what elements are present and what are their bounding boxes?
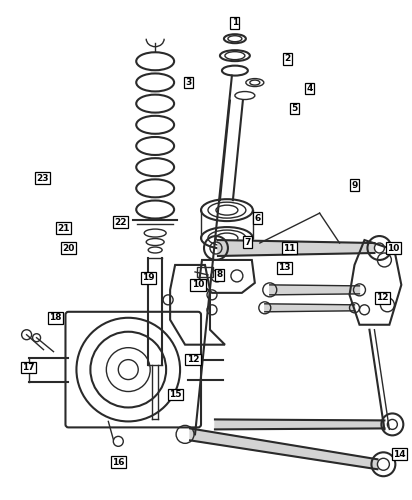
Text: 19: 19 xyxy=(142,274,154,282)
Text: 12: 12 xyxy=(187,355,199,364)
Text: 16: 16 xyxy=(112,458,124,467)
Text: 2: 2 xyxy=(285,54,291,63)
Text: 8: 8 xyxy=(217,270,223,280)
Polygon shape xyxy=(218,240,375,256)
Text: 18: 18 xyxy=(49,314,62,322)
Polygon shape xyxy=(265,304,354,312)
Text: 7: 7 xyxy=(245,238,251,246)
Text: 6: 6 xyxy=(255,214,261,222)
Text: 9: 9 xyxy=(351,180,358,190)
Text: 12: 12 xyxy=(376,294,389,302)
Text: 20: 20 xyxy=(62,244,75,252)
Text: 22: 22 xyxy=(114,218,126,226)
Text: 23: 23 xyxy=(36,174,49,182)
Text: 14: 14 xyxy=(393,450,406,459)
Polygon shape xyxy=(215,420,384,430)
Text: 17: 17 xyxy=(22,363,35,372)
Text: 15: 15 xyxy=(169,390,181,399)
Text: 5: 5 xyxy=(292,104,298,113)
Text: 4: 4 xyxy=(307,84,313,93)
Text: 11: 11 xyxy=(283,244,296,252)
Text: 3: 3 xyxy=(185,78,191,87)
Polygon shape xyxy=(270,285,360,295)
Text: 1: 1 xyxy=(232,18,238,28)
Text: 21: 21 xyxy=(57,224,70,232)
Text: 10: 10 xyxy=(192,280,204,289)
Text: 13: 13 xyxy=(279,264,291,272)
Polygon shape xyxy=(190,428,377,470)
Text: 10: 10 xyxy=(387,244,400,252)
